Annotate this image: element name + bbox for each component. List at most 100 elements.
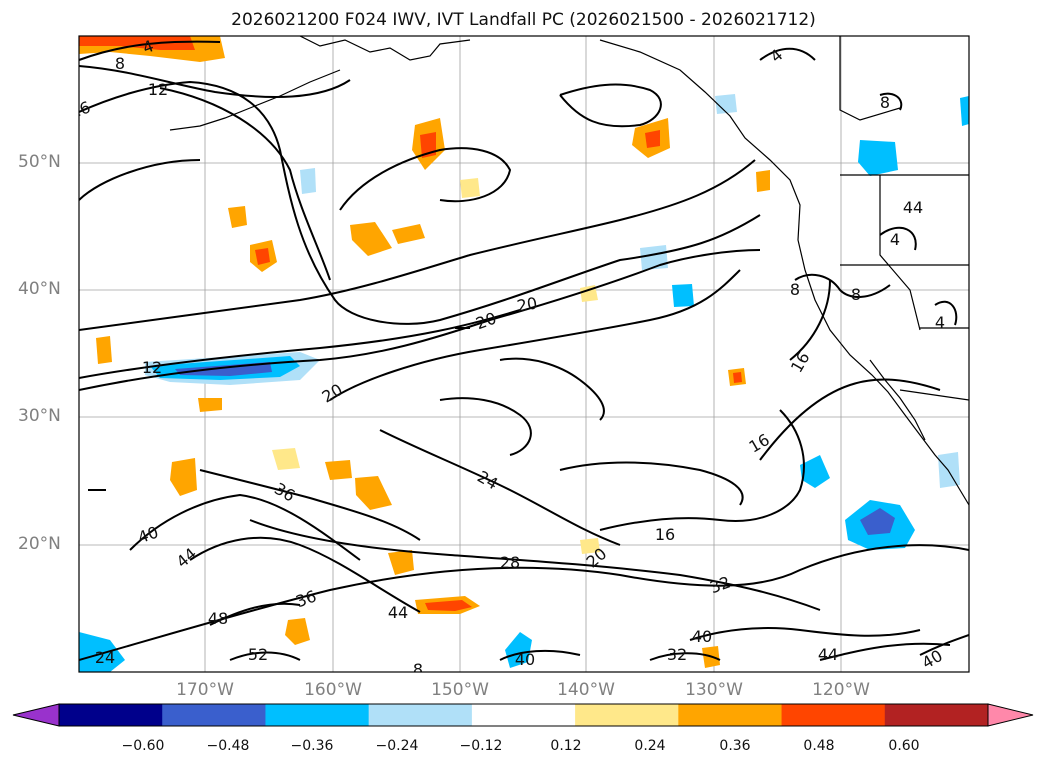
patch-lightblue-1 [300, 168, 316, 194]
coastline-alaska [299, 36, 471, 61]
contour-line-8d [934, 300, 958, 326]
coastline-baja [869, 359, 926, 441]
patch-lightblue-4 [938, 452, 960, 488]
patch-lightblue-3 [715, 94, 737, 114]
contour-line-44 [189, 536, 421, 613]
colorbar-tick-1: −0.48 [206, 738, 250, 754]
contour-line-36 [199, 469, 421, 541]
contour-line-20c [329, 269, 741, 401]
colorbar-swatch [575, 704, 679, 726]
contour-label: 16 [655, 525, 675, 544]
contour-line-40b [689, 627, 921, 641]
patch-orange-8 [355, 476, 392, 510]
colorbar-swatch [59, 704, 163, 726]
contour-line-24 [379, 429, 621, 546]
contour-label: 40 [919, 646, 946, 673]
colorbar-tick-9: 0.60 [888, 738, 920, 754]
lon-label-130w: 130°W [685, 680, 743, 700]
patch-se-blue-2 [800, 455, 830, 488]
lon-label-170w: 170°W [176, 680, 234, 700]
contour-line-16 [79, 80, 761, 325]
contour-label: 8 [413, 660, 423, 679]
contour-line-28 [249, 519, 821, 611]
patch-orange-17 [756, 170, 770, 192]
coastlines [169, 36, 969, 506]
contour-label: 40 [135, 522, 161, 547]
contour-line-48 [209, 602, 301, 626]
patch-orange-7 [325, 460, 352, 480]
colorbar-extend-high [987, 703, 1034, 727]
colorbar-swatch [678, 704, 783, 726]
patch-orange-10 [285, 618, 310, 645]
colorbar-extend-low [12, 703, 60, 727]
contour-line-40 [129, 493, 361, 561]
contour-line-16c [599, 409, 805, 531]
shading-patches [79, 36, 969, 672]
lat-label-30: 30°N [18, 406, 61, 426]
map-title: 2026021200 F024 IWV, IVT Landfall PC (20… [231, 10, 816, 30]
contour-line-8c [879, 92, 903, 111]
patch-yellow-4 [272, 448, 300, 470]
contour-label: 32 [667, 645, 687, 664]
contour-label: 40 [515, 650, 535, 669]
patch-red-2 [645, 130, 660, 148]
patch-orange-4 [350, 222, 392, 256]
contour-label: 44 [173, 544, 201, 572]
contour-line-4 [79, 40, 221, 61]
border-canada-prov [839, 36, 901, 121]
contour-label: 8 [880, 93, 890, 112]
contour-line-8b [794, 273, 891, 298]
contour-line-12 [159, 87, 331, 281]
colorbar-swatch [162, 704, 266, 726]
patch-orange-14 [228, 206, 247, 228]
patch-lightblue-5 [960, 96, 969, 126]
contour-label: 8 [790, 280, 800, 299]
lat-label-20: 20°N [18, 534, 61, 554]
colorbar-tick-2: −0.36 [290, 738, 334, 754]
lon-label-150w: 150°W [431, 680, 489, 700]
contour-line-20b [79, 249, 761, 391]
contour-line-44b [819, 642, 951, 661]
colorbar-swatch [265, 704, 370, 726]
contour-line-misc4 [559, 461, 744, 506]
patch-yellow-2 [460, 178, 480, 198]
contour-label: 16 [746, 430, 773, 457]
contour-label: 32 [707, 572, 733, 597]
colorbar-swatch [368, 704, 473, 726]
contour-label: 16 [67, 97, 93, 122]
contour-line-4b [759, 47, 816, 61]
contour-line-16b [79, 159, 201, 201]
patch-se-blue-dark [860, 508, 895, 535]
patch-red-3 [255, 248, 270, 265]
contour-line-12b [79, 309, 521, 379]
colorbar-tick-5: 0.12 [550, 738, 582, 754]
contour-line-32 [79, 544, 969, 661]
contour-label: 44 [818, 645, 838, 664]
contour-line-16d [759, 378, 941, 461]
contour-label: 20 [473, 308, 499, 333]
patch-blue-40n [672, 284, 694, 307]
contour-label: 4 [890, 230, 900, 249]
contour-label: 28 [500, 553, 520, 572]
patch-orange-13 [96, 336, 112, 364]
contour-line-52 [229, 651, 301, 661]
gridlines [79, 36, 969, 672]
contour-line-16e [789, 279, 831, 361]
patch-blue-north [858, 140, 898, 176]
contour-label: 16 [787, 349, 814, 376]
contour-line-4c [879, 226, 917, 251]
contour-label: 52 [248, 645, 268, 664]
patch-blue-s [505, 632, 532, 668]
contour-label: 20 [319, 380, 346, 407]
contour-label: 24 [474, 467, 501, 494]
patch-red-15 [733, 372, 742, 383]
patch-red-9 [425, 600, 472, 611]
contour-line-8 [79, 65, 351, 98]
colorbar-swatch [781, 704, 886, 726]
contour-label: 24 [95, 648, 115, 667]
contour-line-misc5 [439, 397, 532, 456]
colorbar-tick-7: 0.36 [719, 738, 751, 754]
contour-line-misc1 [559, 83, 662, 128]
border-states-1 [879, 175, 921, 331]
patch-orange-5 [392, 224, 425, 244]
